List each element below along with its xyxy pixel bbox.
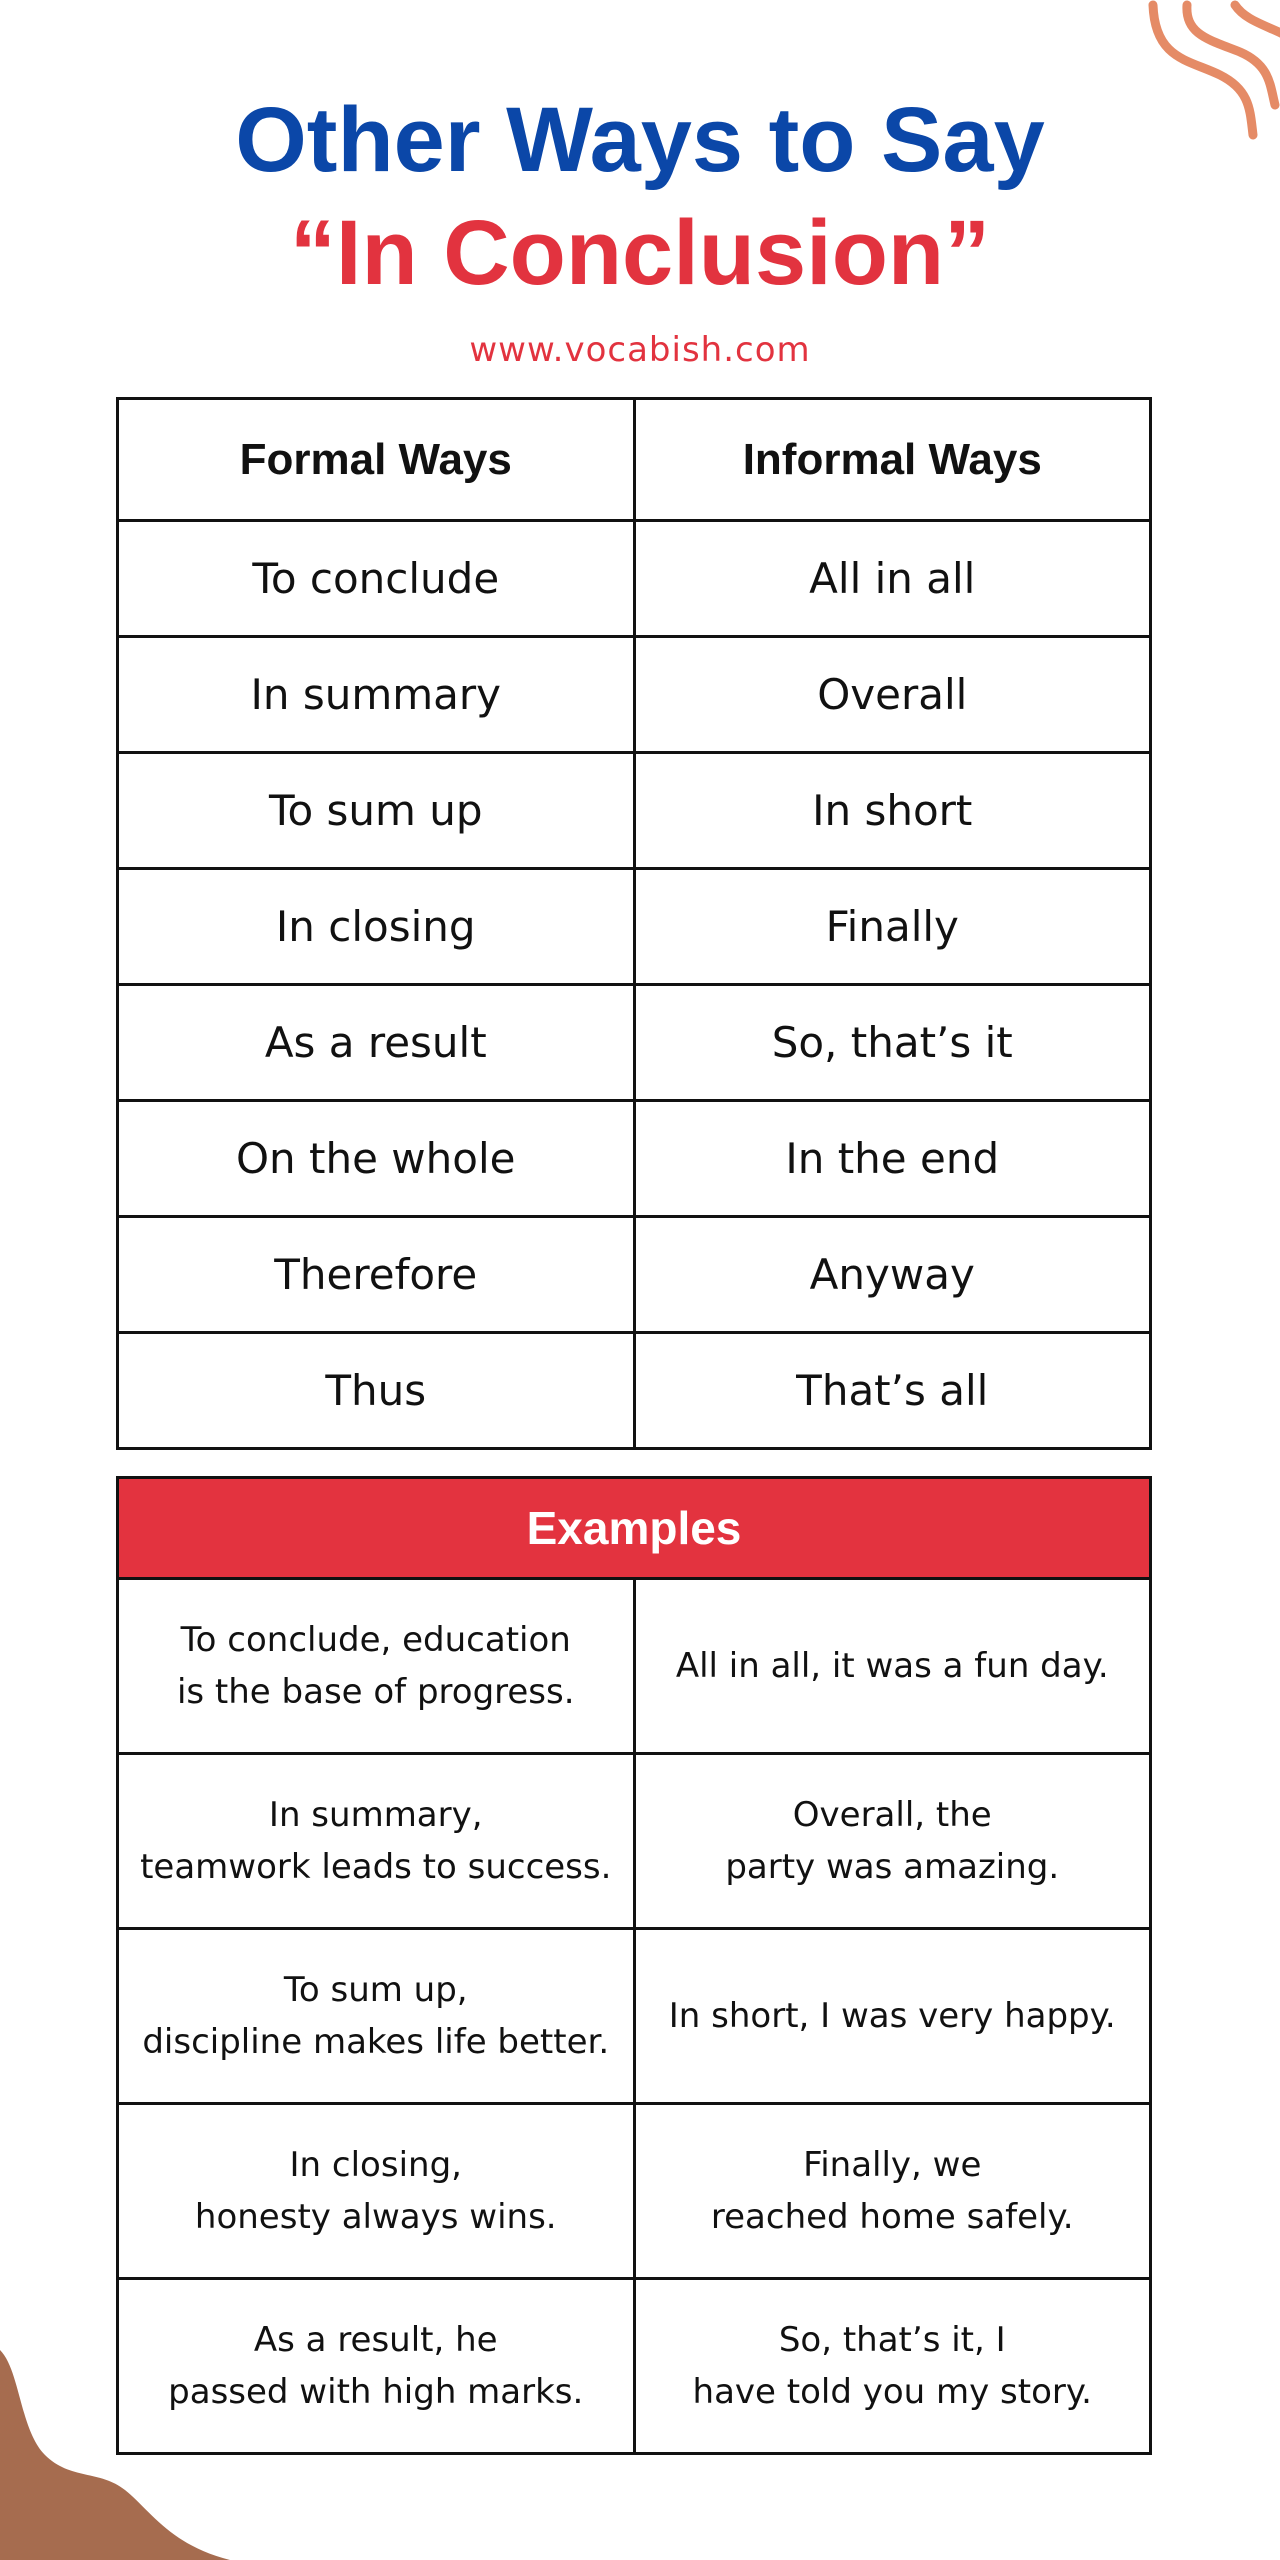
example-line: In summary,: [268, 1795, 483, 1835]
formal-example: To sum up, discipline makes life better.: [116, 1927, 636, 2105]
informal-cell: Finally: [632, 867, 1152, 986]
table-row: To conclude All in all: [116, 519, 1152, 638]
examples-table: Examples To conclude, education is the ba…: [116, 1476, 1152, 2455]
blob-decoration: [0, 2350, 230, 2560]
example-line: In short, I was very happy.: [668, 1996, 1116, 2036]
example-line: In closing,: [289, 2145, 462, 2185]
formal-example: To conclude, education is the base of pro…: [116, 1577, 636, 1755]
formal-cell: As a result: [116, 983, 636, 1102]
informal-cell: So, that’s it: [632, 983, 1152, 1102]
informal-cell: All in all: [632, 519, 1152, 638]
informal-cell: That’s all: [632, 1331, 1152, 1450]
header-formal: Formal Ways: [116, 397, 636, 522]
formal-cell: In summary: [116, 635, 636, 754]
table-row: As a result So, that’s it: [116, 983, 1152, 1102]
informal-example: Overall, the party was amazing.: [632, 1752, 1152, 1930]
informal-example: All in all, it was a fun day.: [632, 1577, 1152, 1755]
informal-cell: In the end: [632, 1099, 1152, 1218]
example-row: As a result, he passed with high marks. So…: [116, 2277, 1152, 2455]
example-line: party was amazing.: [725, 1847, 1060, 1887]
ways-table: Formal Ways Informal Ways To conclude All…: [116, 397, 1152, 1450]
example-line: have told you my story.: [692, 2372, 1092, 2412]
formal-cell: On the whole: [116, 1099, 636, 1218]
informal-example: Finally, we reached home safely.: [632, 2102, 1152, 2280]
informal-cell: Anyway: [632, 1215, 1152, 1334]
formal-cell: Thus: [116, 1331, 636, 1450]
header-informal: Informal Ways: [632, 397, 1152, 522]
example-line: Overall, the: [792, 1795, 992, 1835]
table-row: Thus That’s all: [116, 1331, 1152, 1450]
example-line: teamwork leads to success.: [140, 1847, 612, 1887]
example-line: Finally, we: [803, 2145, 982, 2185]
formal-cell: To sum up: [116, 751, 636, 870]
informal-example: So, that’s it, I have told you my story.: [632, 2277, 1152, 2455]
example-line: passed with high marks.: [168, 2372, 584, 2412]
example-line: discipline makes life better.: [142, 2022, 610, 2062]
table-row: In summary Overall: [116, 635, 1152, 754]
example-line: is the base of progress.: [176, 1672, 575, 1712]
title-line1: Other Ways to Say: [235, 89, 1045, 191]
title-line2: “In Conclusion”: [289, 202, 991, 304]
website-url: www.vocabish.com: [469, 330, 811, 370]
formal-cell: To conclude: [116, 519, 636, 638]
informal-example: In short, I was very happy.: [632, 1927, 1152, 2105]
informal-cell: In short: [632, 751, 1152, 870]
table-row: In closing Finally: [116, 867, 1152, 986]
formal-example: As a result, he passed with high marks.: [116, 2277, 636, 2455]
table-row: On the whole In the end: [116, 1099, 1152, 1218]
example-line: honesty always wins.: [194, 2197, 557, 2237]
example-line: So, that’s it, I: [778, 2320, 1006, 2360]
table-row: To sum up In short: [116, 751, 1152, 870]
informal-cell: Overall: [632, 635, 1152, 754]
example-row: To conclude, education is the base of pro…: [116, 1577, 1152, 1755]
example-line: To conclude, education: [180, 1620, 571, 1660]
example-row: To sum up, discipline makes life better. I…: [116, 1927, 1152, 2105]
formal-example: In summary, teamwork leads to success.: [116, 1752, 636, 1930]
example-line: As a result, he: [253, 2320, 498, 2360]
example-row: In closing, honesty always wins. Finally, …: [116, 2102, 1152, 2280]
formal-cell: Therefore: [116, 1215, 636, 1334]
formal-cell: In closing: [116, 867, 636, 986]
examples-header: Examples: [116, 1476, 1152, 1580]
table-row: Therefore Anyway: [116, 1215, 1152, 1334]
example-line: All in all, it was a fun day.: [675, 1646, 1109, 1686]
example-line: To sum up,: [283, 1970, 468, 2010]
example-row: In summary, teamwork leads to success. Ove…: [116, 1752, 1152, 1930]
formal-example: In closing, honesty always wins.: [116, 2102, 636, 2280]
example-line: reached home safely.: [710, 2197, 1074, 2237]
